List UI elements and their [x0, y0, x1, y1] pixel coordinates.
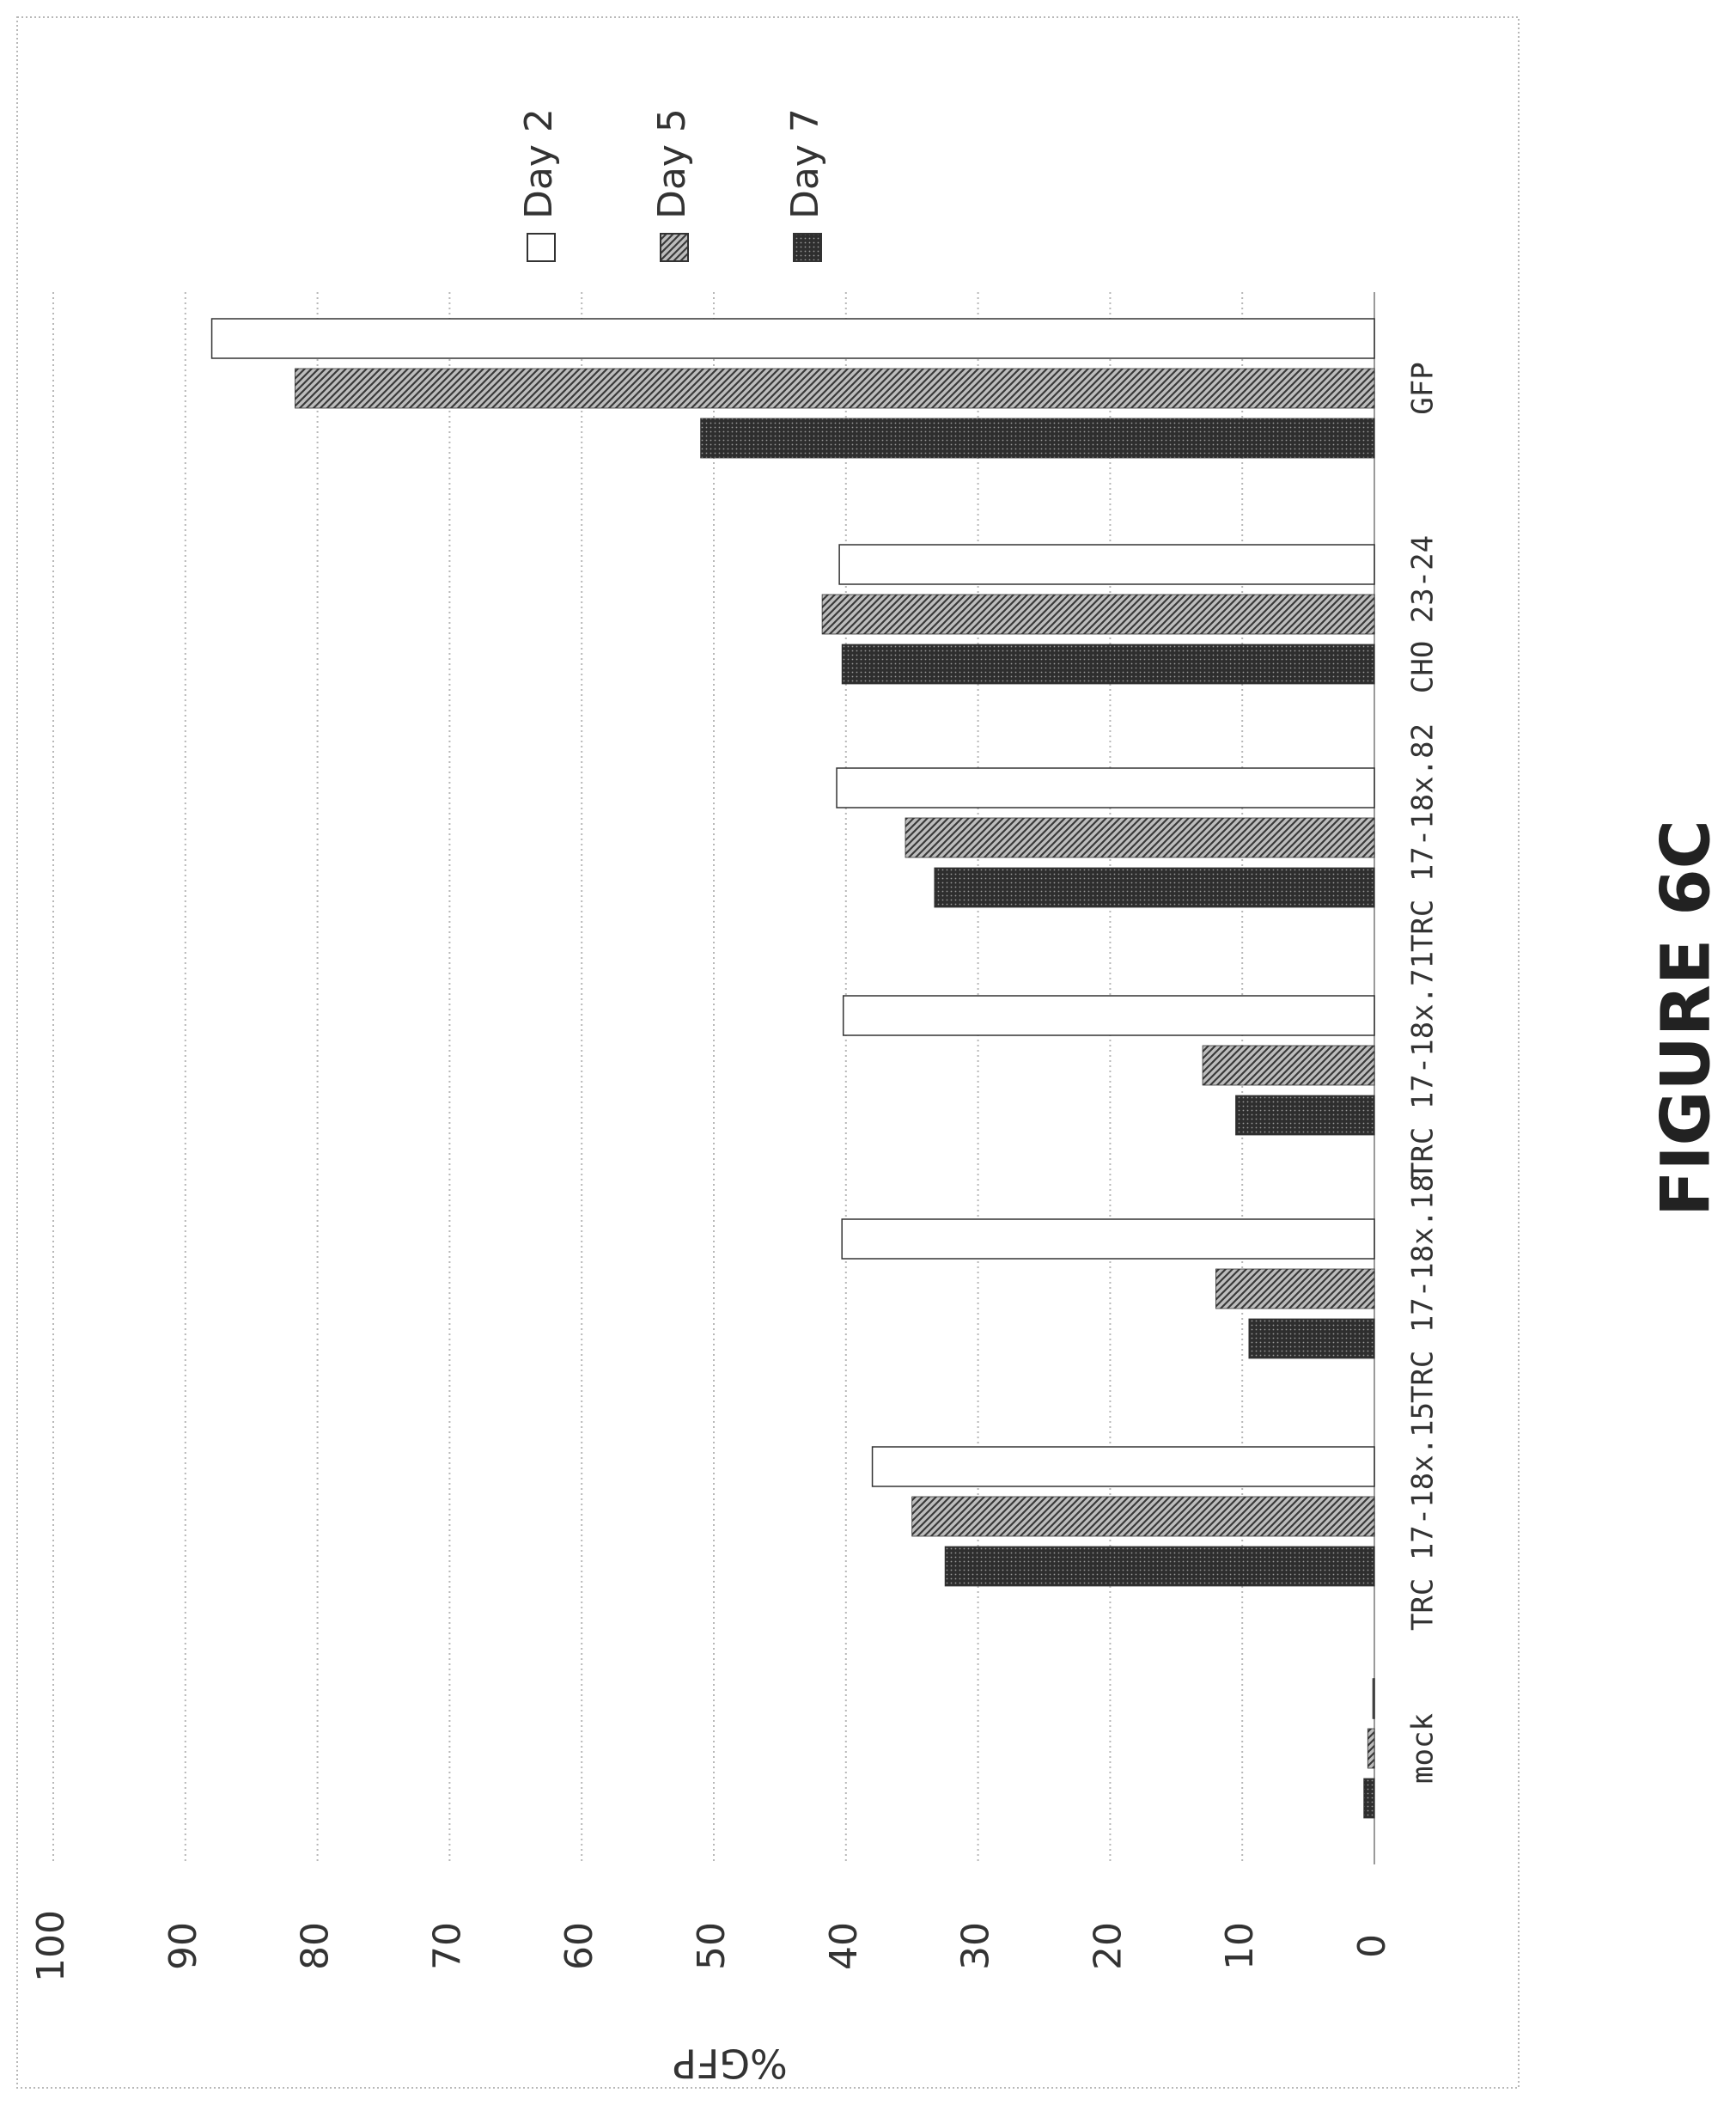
bar-day-5-1	[911, 1496, 1375, 1537]
category-label-group: TRC 17-18x.71	[1406, 951, 1441, 1180]
bar-day-2-0	[1372, 1678, 1375, 1719]
y-tick-label: 30	[954, 1922, 998, 1970]
chart-frame	[16, 16, 1520, 2089]
bar-day-5-2	[1215, 1268, 1375, 1309]
y-tick-label: 50	[690, 1922, 734, 1970]
bar-day-5-4	[905, 817, 1375, 858]
bar-day-7-4	[934, 867, 1375, 908]
y-tick-group-20: 20	[1086, 1922, 1130, 1970]
category-label-group: mock	[1406, 1713, 1441, 1784]
legend: Day 2 Day 5 Day 7	[517, 108, 827, 262]
category-label-group: TRC 17-18x.18	[1406, 1175, 1441, 1403]
category-label-group: GFP	[1406, 362, 1441, 414]
legend-label: Day 5	[650, 108, 694, 219]
y-tick-group-70: 70	[425, 1922, 469, 1970]
bar-day-2-3	[842, 995, 1375, 1036]
y-tick-label: 0	[1350, 1934, 1394, 1958]
category-label-group: TRC 17-18x.82	[1406, 723, 1441, 952]
bar-day-2-2	[841, 1218, 1375, 1260]
legend-swatch-day-2	[527, 233, 556, 262]
bar-day-7-2	[1248, 1318, 1375, 1359]
y-tick-label: 40	[822, 1922, 866, 1970]
y-tick-label: 20	[1086, 1922, 1130, 1970]
bar-day-2-5	[838, 544, 1375, 585]
y-tick-group-60: 60	[557, 1922, 601, 1970]
legend-label-group: Day 2	[517, 108, 561, 219]
legend-label-group: Day 7	[783, 108, 827, 219]
legend-swatch-day-5	[660, 233, 689, 262]
bar-day-5-6	[295, 368, 1375, 409]
y-tick-group-0: 0	[1350, 1934, 1394, 1958]
bar-day-7-5	[841, 644, 1375, 685]
bar-day-7-6	[700, 418, 1375, 459]
gridlines	[52, 292, 1375, 1864]
category-label: TRC 17-18x.71	[1406, 951, 1441, 1180]
bar-day-2-6	[210, 318, 1375, 359]
category-label-group: CHO 23-24	[1406, 535, 1441, 693]
y-tick-group-80: 80	[294, 1922, 338, 1970]
figure-caption: FIGURE 6C	[1648, 820, 1725, 1217]
y-tick-label: 90	[161, 1922, 205, 1970]
category-label: CHO 23-24	[1406, 535, 1441, 693]
y-tick-label: 70	[425, 1922, 469, 1970]
category-label: mock	[1406, 1713, 1441, 1784]
y-tick-group-40: 40	[822, 1922, 866, 1970]
bar-day-5-0	[1367, 1728, 1375, 1769]
y-tick-group-100: 100	[29, 1910, 73, 1982]
category-label: TRC 17-18x.15	[1406, 1402, 1441, 1631]
legend-label: Day 7	[783, 108, 827, 219]
bar-day-5-5	[821, 594, 1375, 635]
y-tick-label: 100	[29, 1910, 73, 1982]
y-axis-title: %GFP	[673, 2041, 788, 2087]
category-label-group: TRC 17-18x.15	[1406, 1402, 1441, 1631]
bar-day-7-0	[1363, 1778, 1375, 1819]
category-label: TRC 17-18x.82	[1406, 723, 1441, 952]
y-tick-label: 80	[294, 1922, 338, 1970]
bars	[210, 318, 1375, 1819]
y-axis-title-group: %GFP	[673, 2041, 788, 2087]
y-tick-label: 60	[557, 1922, 601, 1970]
y-tick-group-90: 90	[161, 1922, 205, 1970]
legend-swatch-day-7	[793, 233, 822, 262]
category-label: TRC 17-18x.18	[1406, 1175, 1441, 1403]
y-tick-group-30: 30	[954, 1922, 998, 1970]
bar-day-5-3	[1202, 1045, 1375, 1086]
bar-day-2-4	[836, 767, 1375, 808]
bar-day-2-1	[871, 1446, 1375, 1487]
legend-label-group: Day 5	[650, 108, 694, 219]
bar-day-7-1	[944, 1546, 1375, 1587]
y-tick-group-10: 10	[1218, 1922, 1262, 1970]
legend-label: Day 2	[517, 108, 561, 219]
figure-caption-group: FIGURE 6C	[1648, 820, 1725, 1217]
y-tick-label: 10	[1218, 1922, 1262, 1970]
y-tick-group-50: 50	[690, 1922, 734, 1970]
bar-day-7-3	[1235, 1095, 1375, 1136]
category-label: GFP	[1406, 362, 1441, 414]
